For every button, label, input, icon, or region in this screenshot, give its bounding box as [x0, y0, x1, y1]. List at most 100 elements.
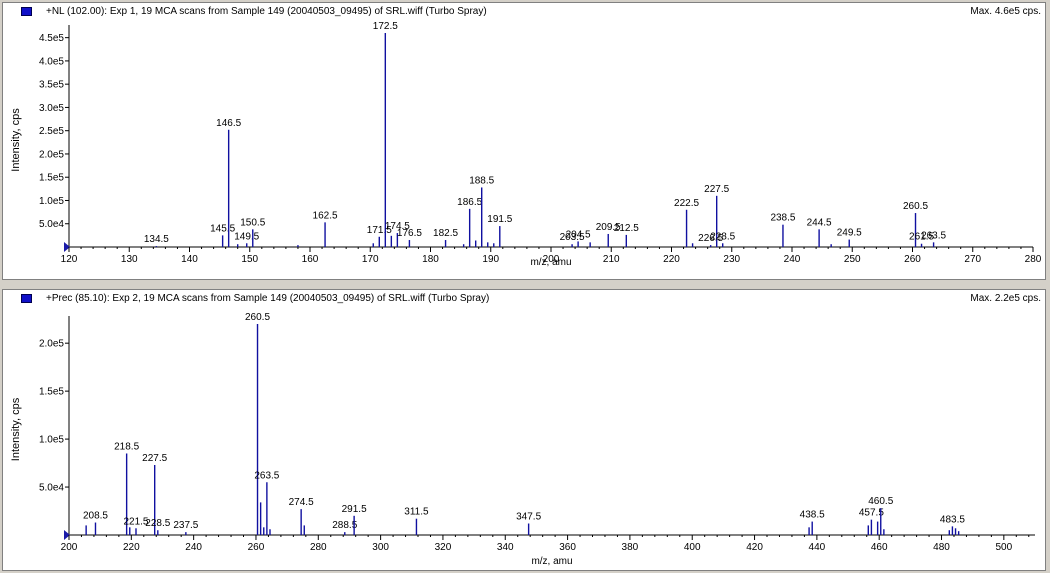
peak-label: 191.5	[487, 214, 512, 225]
x-tick-label: 270	[964, 254, 981, 265]
peak-label: 162.5	[313, 210, 338, 221]
peak-label: 228.5	[145, 518, 170, 529]
peak-label: 460.5	[868, 496, 893, 507]
x-tick-label: 170	[362, 254, 379, 265]
peak-label: 244.5	[807, 217, 832, 228]
peak-label: 203.5	[560, 232, 585, 243]
peak-label: 261.5	[909, 232, 934, 243]
y-axis-label: Intensity, cps	[10, 108, 22, 172]
spectrum-panel-1: +NL (102.00): Exp 1, 19 MCA scans from S…	[2, 2, 1046, 280]
y-tick-label: 2.0e5	[39, 339, 64, 350]
peak-label: 208.5	[83, 511, 108, 522]
peak-label: 212.5	[614, 223, 639, 234]
x-tick-label: 140	[181, 254, 198, 265]
y-tick-label: 2.0e5	[39, 149, 64, 160]
x-tick-label: 120	[61, 254, 78, 265]
peak-label: 288.5	[332, 520, 357, 531]
x-tick-label: 280	[1025, 254, 1042, 265]
peak-label: 457.5	[859, 508, 884, 519]
panel-2-title: +Prec (85.10): Exp 2, 19 MCA scans from …	[46, 293, 490, 304]
y-tick-label: 1.5e5	[39, 387, 64, 398]
peak-label: 218.5	[114, 441, 139, 452]
peak-label: 238.5	[770, 213, 795, 224]
panel-2-max-intensity: Max. 2.2e5 cps.	[970, 293, 1041, 304]
peak-label: 176.5	[397, 228, 422, 239]
x-tick-label: 500	[995, 542, 1012, 553]
peak-label: 171.5	[367, 225, 392, 236]
peak-label: 209.5	[596, 222, 621, 233]
peak-label: 145.5	[210, 223, 235, 234]
peak-label: 260.5	[903, 201, 928, 212]
peak-label: 222.5	[674, 198, 699, 209]
y-tick-label: 3.0e5	[39, 103, 64, 114]
y-tick-label: 4.5e5	[39, 33, 64, 44]
peak-label: 483.5	[940, 514, 965, 525]
y-tick-label: 1.0e5	[39, 196, 64, 207]
x-axis-label: m/z, amu	[531, 556, 572, 567]
peak-label: 347.5	[516, 511, 541, 522]
x-tick-label: 480	[933, 542, 950, 553]
x-tick-label: 360	[559, 542, 576, 553]
peak-label: 260.5	[245, 312, 270, 323]
x-tick-label: 250	[844, 254, 861, 265]
origin-marker	[64, 530, 70, 540]
x-tick-label: 220	[123, 542, 140, 553]
peak-label: 174.5	[385, 221, 410, 232]
peak-label: 172.5	[373, 21, 398, 32]
peak-label: 228.5	[710, 231, 735, 242]
x-tick-label: 460	[871, 542, 888, 553]
spectrum-chart-2[interactable]: 200 220 240 260 280 300 320 340 360 380 400 420 440 4…	[3, 308, 1045, 570]
x-tick-label: 380	[622, 542, 639, 553]
x-tick-label: 320	[435, 542, 452, 553]
experiment-color-tag[interactable]	[21, 7, 32, 16]
y-tick-label: 3.5e5	[39, 80, 64, 91]
peak-label: 237.5	[173, 520, 198, 531]
y-tick-label: 1.0e5	[39, 435, 64, 446]
x-tick-label: 400	[684, 542, 701, 553]
x-tick-label: 190	[482, 254, 499, 265]
origin-marker	[64, 242, 70, 252]
peak-label: 188.5	[469, 175, 494, 186]
experiment-color-tag[interactable]	[21, 294, 32, 303]
peak-label: 186.5	[457, 197, 482, 208]
y-tick-label: 5.0e4	[39, 219, 64, 230]
x-tick-label: 210	[603, 254, 620, 265]
peak-label: 226.5	[698, 233, 723, 244]
peak-label: 182.5	[433, 228, 458, 239]
x-tick-label: 260	[248, 542, 265, 553]
x-tick-label: 240	[784, 254, 801, 265]
y-axis-label: Intensity, cps	[10, 397, 22, 461]
peak-label: 291.5	[342, 504, 367, 515]
x-tick-label: 200	[61, 542, 78, 553]
peak-label: 274.5	[289, 497, 314, 508]
peak-label: 263.5	[921, 230, 946, 241]
peak-label: 311.5	[404, 507, 429, 518]
panel-1-header: +NL (102.00): Exp 1, 19 MCA scans from S…	[3, 3, 1045, 21]
x-tick-label: 150	[241, 254, 258, 265]
y-tick-label: 2.5e5	[39, 126, 64, 137]
x-tick-label: 300	[372, 542, 389, 553]
y-tick-label: 1.5e5	[39, 173, 64, 184]
x-tick-label: 420	[746, 542, 763, 553]
x-tick-label: 200	[543, 254, 560, 265]
peak-label: 149.5	[234, 231, 259, 242]
x-tick-label: 280	[310, 542, 327, 553]
panel-1-title: +NL (102.00): Exp 1, 19 MCA scans from S…	[46, 6, 487, 17]
peak-label: 227.5	[704, 184, 729, 195]
y-tick-label: 4.0e5	[39, 56, 64, 67]
peak-label: 146.5	[216, 118, 241, 129]
peak-label: 438.5	[800, 510, 825, 521]
peak-label: 249.5	[837, 228, 862, 239]
x-tick-label: 440	[809, 542, 826, 553]
peak-label: 150.5	[240, 217, 265, 228]
panel-1-max-intensity: Max. 4.6e5 cps.	[970, 6, 1041, 17]
x-tick-label: 340	[497, 542, 514, 553]
peak-label: 227.5	[142, 453, 167, 464]
peak-label: 204.5	[566, 229, 591, 240]
peak-label: 263.5	[254, 470, 279, 481]
x-tick-label: 240	[185, 542, 202, 553]
x-tick-label: 130	[121, 254, 138, 265]
x-tick-label: 160	[302, 254, 319, 265]
x-tick-label: 180	[422, 254, 439, 265]
spectrum-chart-1[interactable]: 120 130 140 150 160 170 180 190 200 210 220 230 240 2…	[3, 21, 1045, 279]
